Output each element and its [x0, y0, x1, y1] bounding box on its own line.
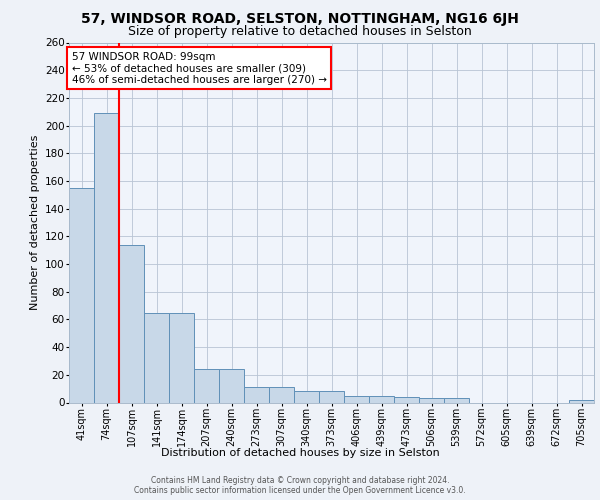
- Bar: [344, 396, 369, 402]
- Bar: [419, 398, 444, 402]
- Bar: [144, 312, 169, 402]
- Bar: [244, 388, 269, 402]
- Bar: [119, 244, 144, 402]
- Bar: [294, 392, 319, 402]
- Text: 57, WINDSOR ROAD, SELSTON, NOTTINGHAM, NG16 6JH: 57, WINDSOR ROAD, SELSTON, NOTTINGHAM, N…: [81, 12, 519, 26]
- Bar: [269, 388, 294, 402]
- Bar: [194, 370, 219, 402]
- Y-axis label: Number of detached properties: Number of detached properties: [29, 135, 40, 310]
- Text: 57 WINDSOR ROAD: 99sqm
← 53% of detached houses are smaller (309)
46% of semi-de: 57 WINDSOR ROAD: 99sqm ← 53% of detached…: [71, 52, 326, 84]
- Bar: [169, 312, 194, 402]
- Text: Size of property relative to detached houses in Selston: Size of property relative to detached ho…: [128, 25, 472, 38]
- Bar: [444, 398, 469, 402]
- Bar: [394, 397, 419, 402]
- Bar: [219, 370, 244, 402]
- Text: Distribution of detached houses by size in Selston: Distribution of detached houses by size …: [161, 448, 439, 458]
- Bar: [569, 400, 594, 402]
- Text: Contains HM Land Registry data © Crown copyright and database right 2024.: Contains HM Land Registry data © Crown c…: [151, 476, 449, 485]
- Bar: [69, 188, 94, 402]
- Bar: [94, 113, 119, 403]
- Bar: [319, 392, 344, 402]
- Text: Contains public sector information licensed under the Open Government Licence v3: Contains public sector information licen…: [134, 486, 466, 495]
- Bar: [369, 396, 394, 402]
